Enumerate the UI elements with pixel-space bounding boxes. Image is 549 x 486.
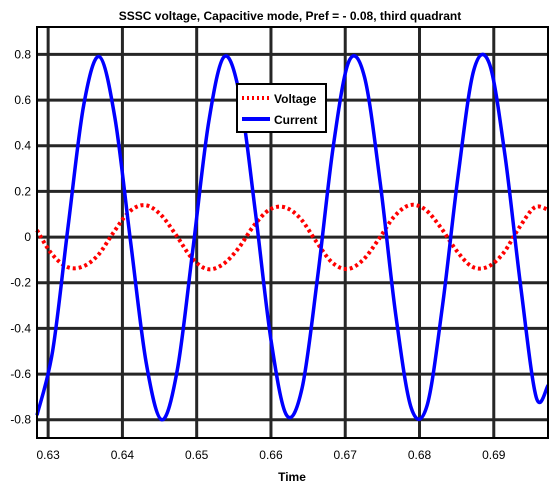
x-tick-label: 0.66 bbox=[259, 448, 283, 462]
x-tick-label: 0.67 bbox=[334, 448, 358, 462]
x-tick-label: 0.64 bbox=[111, 448, 135, 462]
legend-label-voltage: Voltage bbox=[274, 92, 317, 106]
y-tick-labels: -0.8 -0.6 -0.4 -0.2 0 0.2 0.4 0.6 0.8 bbox=[10, 47, 31, 426]
legend-box bbox=[236, 83, 327, 133]
y-tick-label: 0.2 bbox=[14, 184, 31, 198]
x-axis-label: Time bbox=[278, 470, 306, 484]
y-tick-label: 0.6 bbox=[14, 93, 31, 107]
series-current bbox=[35, 52, 549, 422]
y-tick-label: 0.4 bbox=[14, 139, 31, 153]
y-tick-label: -0.8 bbox=[10, 413, 31, 427]
series-line-current bbox=[35, 52, 549, 422]
x-tick-label: 0.68 bbox=[408, 448, 432, 462]
y-tick-label: -0.6 bbox=[10, 367, 31, 381]
x-tick-label: 0.69 bbox=[482, 448, 506, 462]
chart-title: SSSC voltage, Capacitive mode, Pref = - … bbox=[119, 9, 461, 23]
series-line-voltage bbox=[35, 202, 549, 272]
y-tick-label: 0 bbox=[24, 230, 31, 244]
x-tick-label: 0.65 bbox=[185, 448, 209, 462]
y-tick-label: 0.8 bbox=[14, 47, 31, 61]
y-tick-label: -0.2 bbox=[10, 276, 31, 290]
legend-label-current: Current bbox=[274, 113, 317, 127]
series-voltage bbox=[35, 202, 549, 272]
x-tick-labels: 0.63 0.64 0.65 0.66 0.67 0.68 0.69 bbox=[36, 448, 505, 462]
plot-frame bbox=[36, 26, 549, 439]
x-tick-label: 0.63 bbox=[36, 448, 60, 462]
y-tick-label: -0.4 bbox=[10, 321, 31, 335]
legend: Voltage Current bbox=[236, 83, 327, 133]
